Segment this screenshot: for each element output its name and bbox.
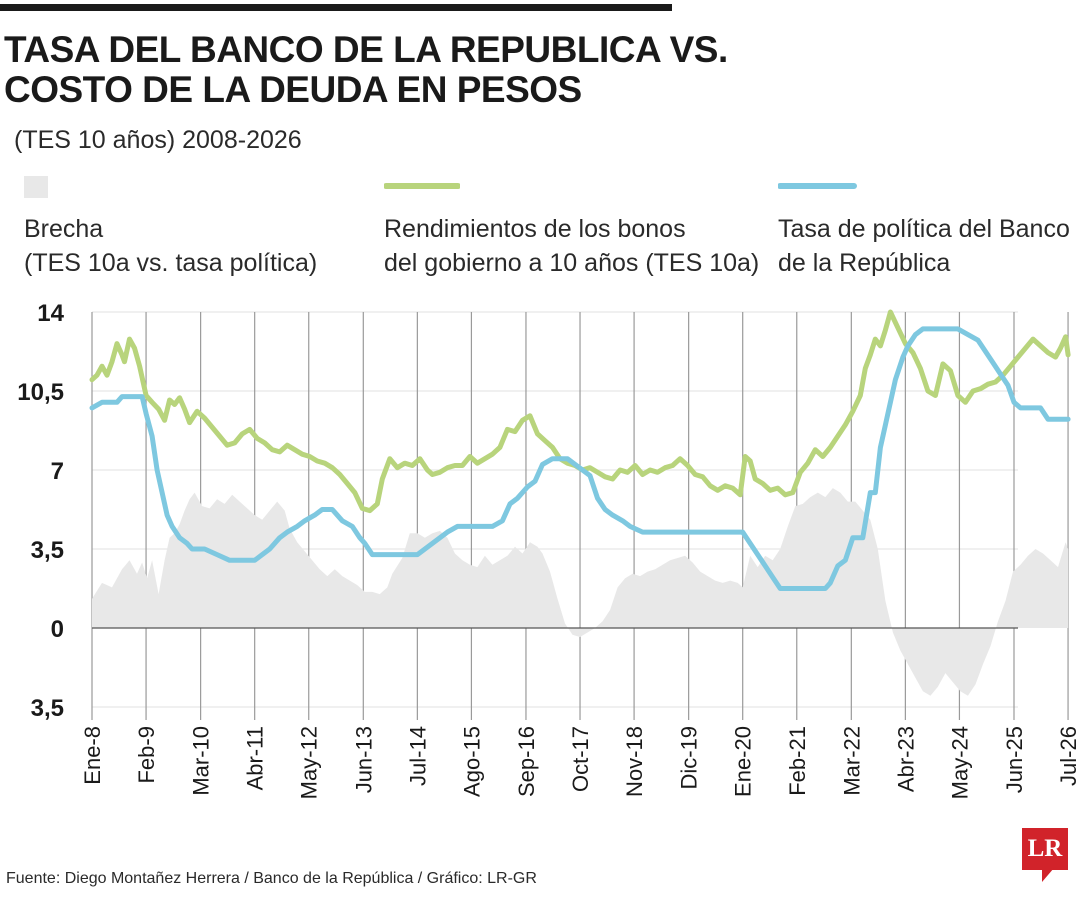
y-tick-label: 0 xyxy=(51,616,64,643)
legend-policy-label-line-2: de la República xyxy=(778,249,951,277)
x-tick-label: Sep-16 xyxy=(514,726,539,797)
gap-area xyxy=(92,488,1069,696)
x-tick-label: Jun-13 xyxy=(351,726,376,793)
legend-tes-label-line-1: Rendimientos de los bonos xyxy=(384,215,686,243)
legend-gap-swatch-fill xyxy=(24,176,48,198)
top-rule xyxy=(0,4,672,11)
x-tick-label: Jul-26 xyxy=(1056,726,1080,786)
legend-gap-swatch xyxy=(24,176,48,198)
legend-gap-label-line-2: (TES 10a vs. tasa política) xyxy=(24,249,318,277)
y-tick-label: 3,5 xyxy=(31,695,64,722)
x-tick-label: Jul-14 xyxy=(405,726,430,786)
x-tick-label: Abr-23 xyxy=(893,726,918,792)
x-tick-label: Feb-9 xyxy=(134,726,159,783)
line-chart: 14 10,5 7 3,5 0 3,5 Ene-8 Feb-9 Mar-10 Abr-11 May-… xyxy=(17,300,1080,799)
x-tick-label: Mar-10 xyxy=(189,726,214,796)
x-tick-label: Oct-17 xyxy=(568,726,593,792)
lr-logo-tail xyxy=(1042,868,1054,882)
x-tick-label: May-12 xyxy=(297,726,322,799)
gap-area-layer xyxy=(92,488,1069,696)
y-tick-label: 7 xyxy=(51,458,64,485)
x-tick-label: Feb-21 xyxy=(785,726,810,796)
legend-policy: Tasa de política del Banco de la Repúbli… xyxy=(778,176,1070,280)
x-tick-label: May-24 xyxy=(947,726,972,799)
x-tick-label: Mar-22 xyxy=(839,726,864,796)
y-tick-label: 3,5 xyxy=(31,537,64,564)
source-note: Fuente: Diego Montañez Herrera / Banco d… xyxy=(6,870,537,887)
y-tick-label: 14 xyxy=(37,300,64,327)
x-tick-label: Jun-25 xyxy=(1002,726,1027,793)
x-tick-label: Ene-8 xyxy=(80,726,105,785)
chart-title-line-1: TASA DEL BANCO DE LA REPUBLICA VS. xyxy=(4,29,728,70)
policy-rate-line xyxy=(89,326,1071,591)
x-tick-label: Nov-18 xyxy=(622,726,647,797)
x-tick-label: Ago-15 xyxy=(459,726,484,797)
legend-gap-label-line-1: Brecha xyxy=(24,215,104,243)
legend-policy-swatch xyxy=(778,183,857,189)
legend-gap: Brecha (TES 10a vs. tasa política) xyxy=(24,176,317,280)
x-tick-label: Dic-19 xyxy=(677,726,702,790)
legend-policy-label-line-1: Tasa de política del Banco xyxy=(778,215,1070,243)
legend-gap-label: Brecha (TES 10a vs. tasa política) xyxy=(24,212,317,280)
series-line-layer xyxy=(89,309,1071,591)
legend-tes: Rendimientos de los bonos del gobierno a… xyxy=(384,176,759,280)
chart-title: TASA DEL BANCO DE LA REPUBLICA VS. COSTO… xyxy=(4,30,728,110)
legend-tes-swatch xyxy=(384,183,460,189)
axis-layer: 14 10,5 7 3,5 0 3,5 Ene-8 Feb-9 Mar-10 Abr-11 May-… xyxy=(17,300,1080,799)
legend-tes-label: Rendimientos de los bonos del gobierno a… xyxy=(384,212,759,280)
x-tick-label: Abr-11 xyxy=(243,726,268,790)
chart-title-line-2: COSTO DE LA DEUDA EN PESOS xyxy=(4,69,582,110)
legend-policy-label: Tasa de política del Banco de la Repúbli… xyxy=(778,212,1070,280)
x-tick-label: Ene-20 xyxy=(731,726,756,797)
lr-logo: LR xyxy=(1022,828,1068,870)
y-tick-label: 10,5 xyxy=(17,379,64,406)
legend-tes-label-line-2: del gobierno a 10 años (TES 10a) xyxy=(384,249,760,277)
chart-subtitle: (TES 10 años) 2008-2026 xyxy=(14,126,302,154)
